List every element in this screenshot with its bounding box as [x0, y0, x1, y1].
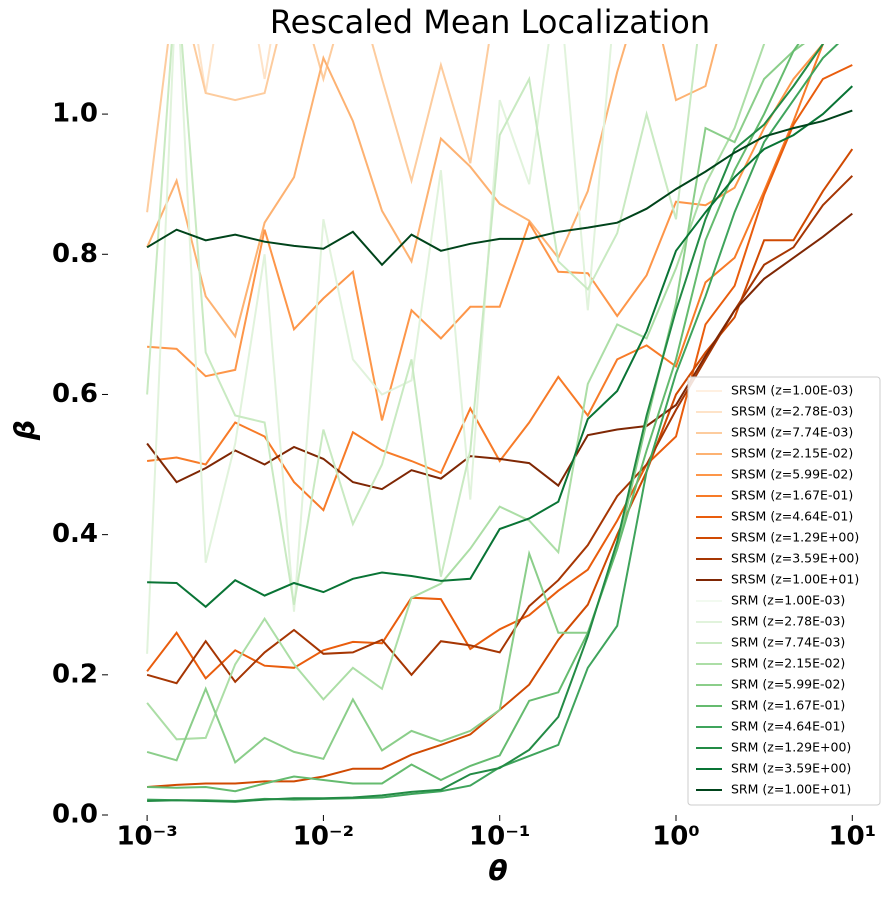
series-line [146, 44, 699, 605]
legend-label: SRSM (z=7.74E-03) [731, 425, 853, 440]
y-tick-label: 0.4 [52, 519, 98, 549]
legend-label: SRSM (z=4.64E-01) [731, 509, 853, 524]
y-tick-label: 1.0 [52, 99, 98, 129]
legend: SRSM (z=1.00E-03) SRSM (z=2.78E-03) SRSM (… [687, 376, 881, 806]
y-tick-label: 0.6 [52, 379, 98, 409]
x-tick-label: 10⁻¹ [469, 822, 530, 852]
x-axis-label: θ [488, 854, 507, 887]
y-tick-label: 0.2 [52, 659, 98, 689]
series-line [147, 85, 853, 609]
x-tick-label: 10⁰ [652, 822, 700, 852]
series-line [146, 44, 806, 765]
series-line [147, 44, 825, 803]
x-tick-label: 10¹ [829, 822, 877, 852]
legend-label: SRSM (z=1.29E+00) [731, 530, 859, 545]
x-tick-label: 10⁻³ [116, 822, 177, 852]
legend-label: SRSM (z=1.67E-01) [731, 488, 853, 503]
series-line [146, 64, 853, 680]
y-axis-label: β [8, 420, 41, 441]
legend-label: SRM (z=7.74E-03) [731, 635, 845, 650]
legend-label: SRM (z=5.99E-02) [731, 677, 845, 692]
x-tick-label: 10⁻² [293, 822, 354, 852]
series-line [147, 44, 824, 421]
series-line [146, 44, 824, 512]
series-line [197, 44, 272, 94]
series-line [146, 44, 766, 741]
series-line [146, 212, 853, 491]
legend-label: SRSM (z=2.78E-03) [731, 404, 853, 419]
plot-area [146, 44, 854, 803]
legend-label: SRM (z=1.00E+01) [731, 782, 851, 797]
legend-label: SRM (z=1.00E-03) [731, 593, 845, 608]
series-line [147, 44, 800, 793]
legend-label: SRSM (z=3.59E+00) [731, 551, 859, 566]
series-line [146, 44, 490, 213]
legend-label: SRSM (z=1.00E-03) [731, 383, 853, 398]
legend-label: SRM (z=2.78E-03) [731, 614, 845, 629]
chart-title: Rescaled Mean Localization [270, 3, 710, 41]
legend-label: SRSM (z=5.99E-02) [731, 467, 853, 482]
legend-label: SRM (z=2.15E-02) [731, 656, 845, 671]
legend-label: SRM (z=1.67E-01) [731, 698, 845, 713]
legend-label: SRSM (z=2.15E-02) [731, 446, 853, 461]
legend-box [687, 376, 881, 806]
legend-label: SRM (z=3.59E+00) [731, 761, 851, 776]
series-line [146, 44, 718, 339]
series-line [146, 109, 853, 267]
series-line [146, 44, 613, 654]
legend-label: SRSM (z=1.00E+01) [731, 572, 859, 587]
y-tick-label: 0.8 [52, 239, 98, 269]
y-tick-label: 0.0 [52, 800, 98, 830]
legend-label: SRM (z=4.64E-01) [731, 719, 845, 734]
legend-label: SRM (z=1.29E+00) [731, 740, 851, 755]
